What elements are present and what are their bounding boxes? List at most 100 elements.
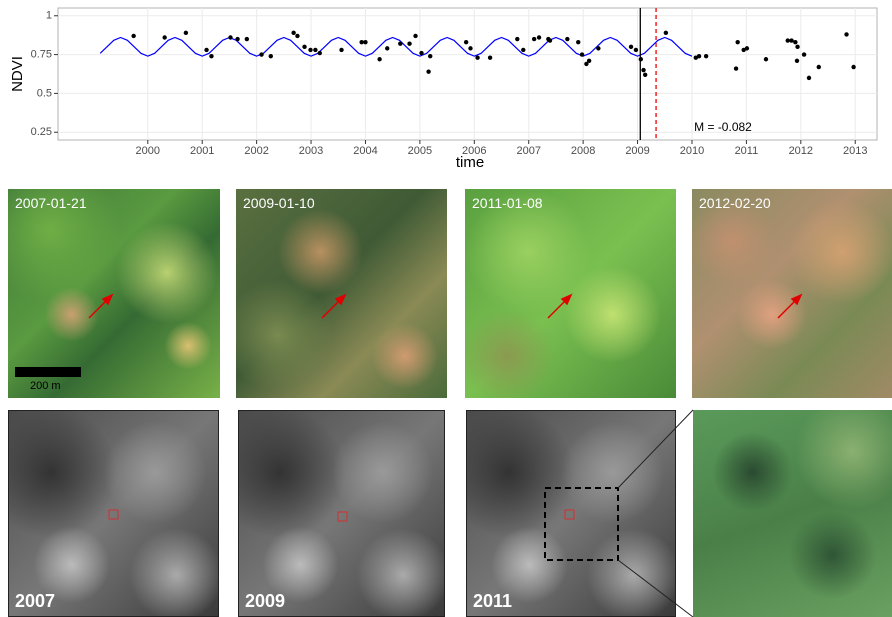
highres-tile: 2009 [238,410,445,617]
point [209,54,213,58]
point [488,55,492,59]
image-year: 2007 [15,591,55,612]
point [641,68,645,72]
image-date: 2007-01-21 [15,195,87,211]
x-tick-label: 2004 [353,145,377,157]
x-tick-label: 2003 [299,145,323,157]
point [802,52,806,56]
point [548,38,552,42]
point [259,52,263,56]
point [131,34,135,38]
annotation: M = -0.082 [694,120,752,134]
scale-label: 200 m [30,380,61,392]
point [413,34,417,38]
point [537,35,541,39]
point [664,31,668,35]
point [844,32,848,36]
point [532,37,536,41]
point [735,40,739,44]
point [313,48,317,52]
point [475,55,479,59]
point [363,40,367,44]
x-tick-label: 2002 [244,145,268,157]
point [385,46,389,50]
point [697,54,701,58]
point [576,40,580,44]
point [377,57,381,61]
point [339,48,343,52]
x-tick-label: 2013 [843,145,867,157]
x-tick-label: 2011 [735,145,759,157]
plot-panel [58,8,877,140]
point [596,46,600,50]
x-tick-label: 2007 [516,145,540,157]
y-axis-label: NDVI [9,56,26,92]
point [419,51,423,55]
point [795,45,799,49]
point [235,37,239,41]
point [228,35,232,39]
x-tick-label: 2012 [789,145,813,157]
x-tick-label: 2000 [136,145,160,157]
satellite-tile: 2011-01-08 [465,189,676,398]
point [817,65,821,69]
point [734,66,738,70]
point [295,34,299,38]
x-tick-label: 2001 [190,145,214,157]
satellite-tile: 2012-02-20 [692,189,892,398]
y-tick-label: 0.75 [31,48,52,60]
x-tick-label: 2009 [625,145,649,157]
image-date: 2011-01-08 [472,195,543,211]
point [204,48,208,52]
point [359,40,363,44]
highres-tile: 2011 [466,410,676,617]
y-tick-label: 0.5 [37,87,52,99]
image-year: 2009 [245,591,285,612]
image-date: 2009-01-10 [243,195,315,211]
point [464,40,468,44]
y-tick-label: 1 [46,10,52,22]
page: {"chart_data":{"type":"scatter","x_label… [0,0,892,617]
x-tick-label: 2005 [408,145,432,157]
point [764,57,768,61]
point [162,35,166,39]
x-tick-label: 2006 [462,145,486,157]
point [184,31,188,35]
point [245,37,249,41]
point [629,45,633,49]
x-tick-label: 2010 [680,145,704,157]
point [789,38,793,42]
y-tick-label: 0.25 [31,126,52,138]
zoom-tile [693,410,892,617]
image-date: 2012-02-20 [699,195,771,211]
point [302,45,306,49]
point [291,31,295,35]
satellite-tile: 2007-01-21 200 m [8,189,220,398]
point [407,42,411,46]
point [634,48,638,52]
point [745,46,749,50]
point [793,40,797,44]
scale-bar [15,367,81,377]
point [428,54,432,58]
point [426,69,430,73]
point [269,54,273,58]
point [795,59,799,63]
point [643,73,647,77]
point [521,48,525,52]
point [580,52,584,56]
point [398,42,402,46]
point [807,76,811,80]
point [704,54,708,58]
image-year: 2011 [473,591,512,612]
point [515,37,519,41]
point [308,48,312,52]
point [639,57,643,61]
point [318,51,322,55]
point [468,46,472,50]
highres-tile: 2007 [8,410,219,617]
point [851,65,855,69]
satellite-tile: 2009-01-10 [236,189,447,398]
point [786,38,790,42]
